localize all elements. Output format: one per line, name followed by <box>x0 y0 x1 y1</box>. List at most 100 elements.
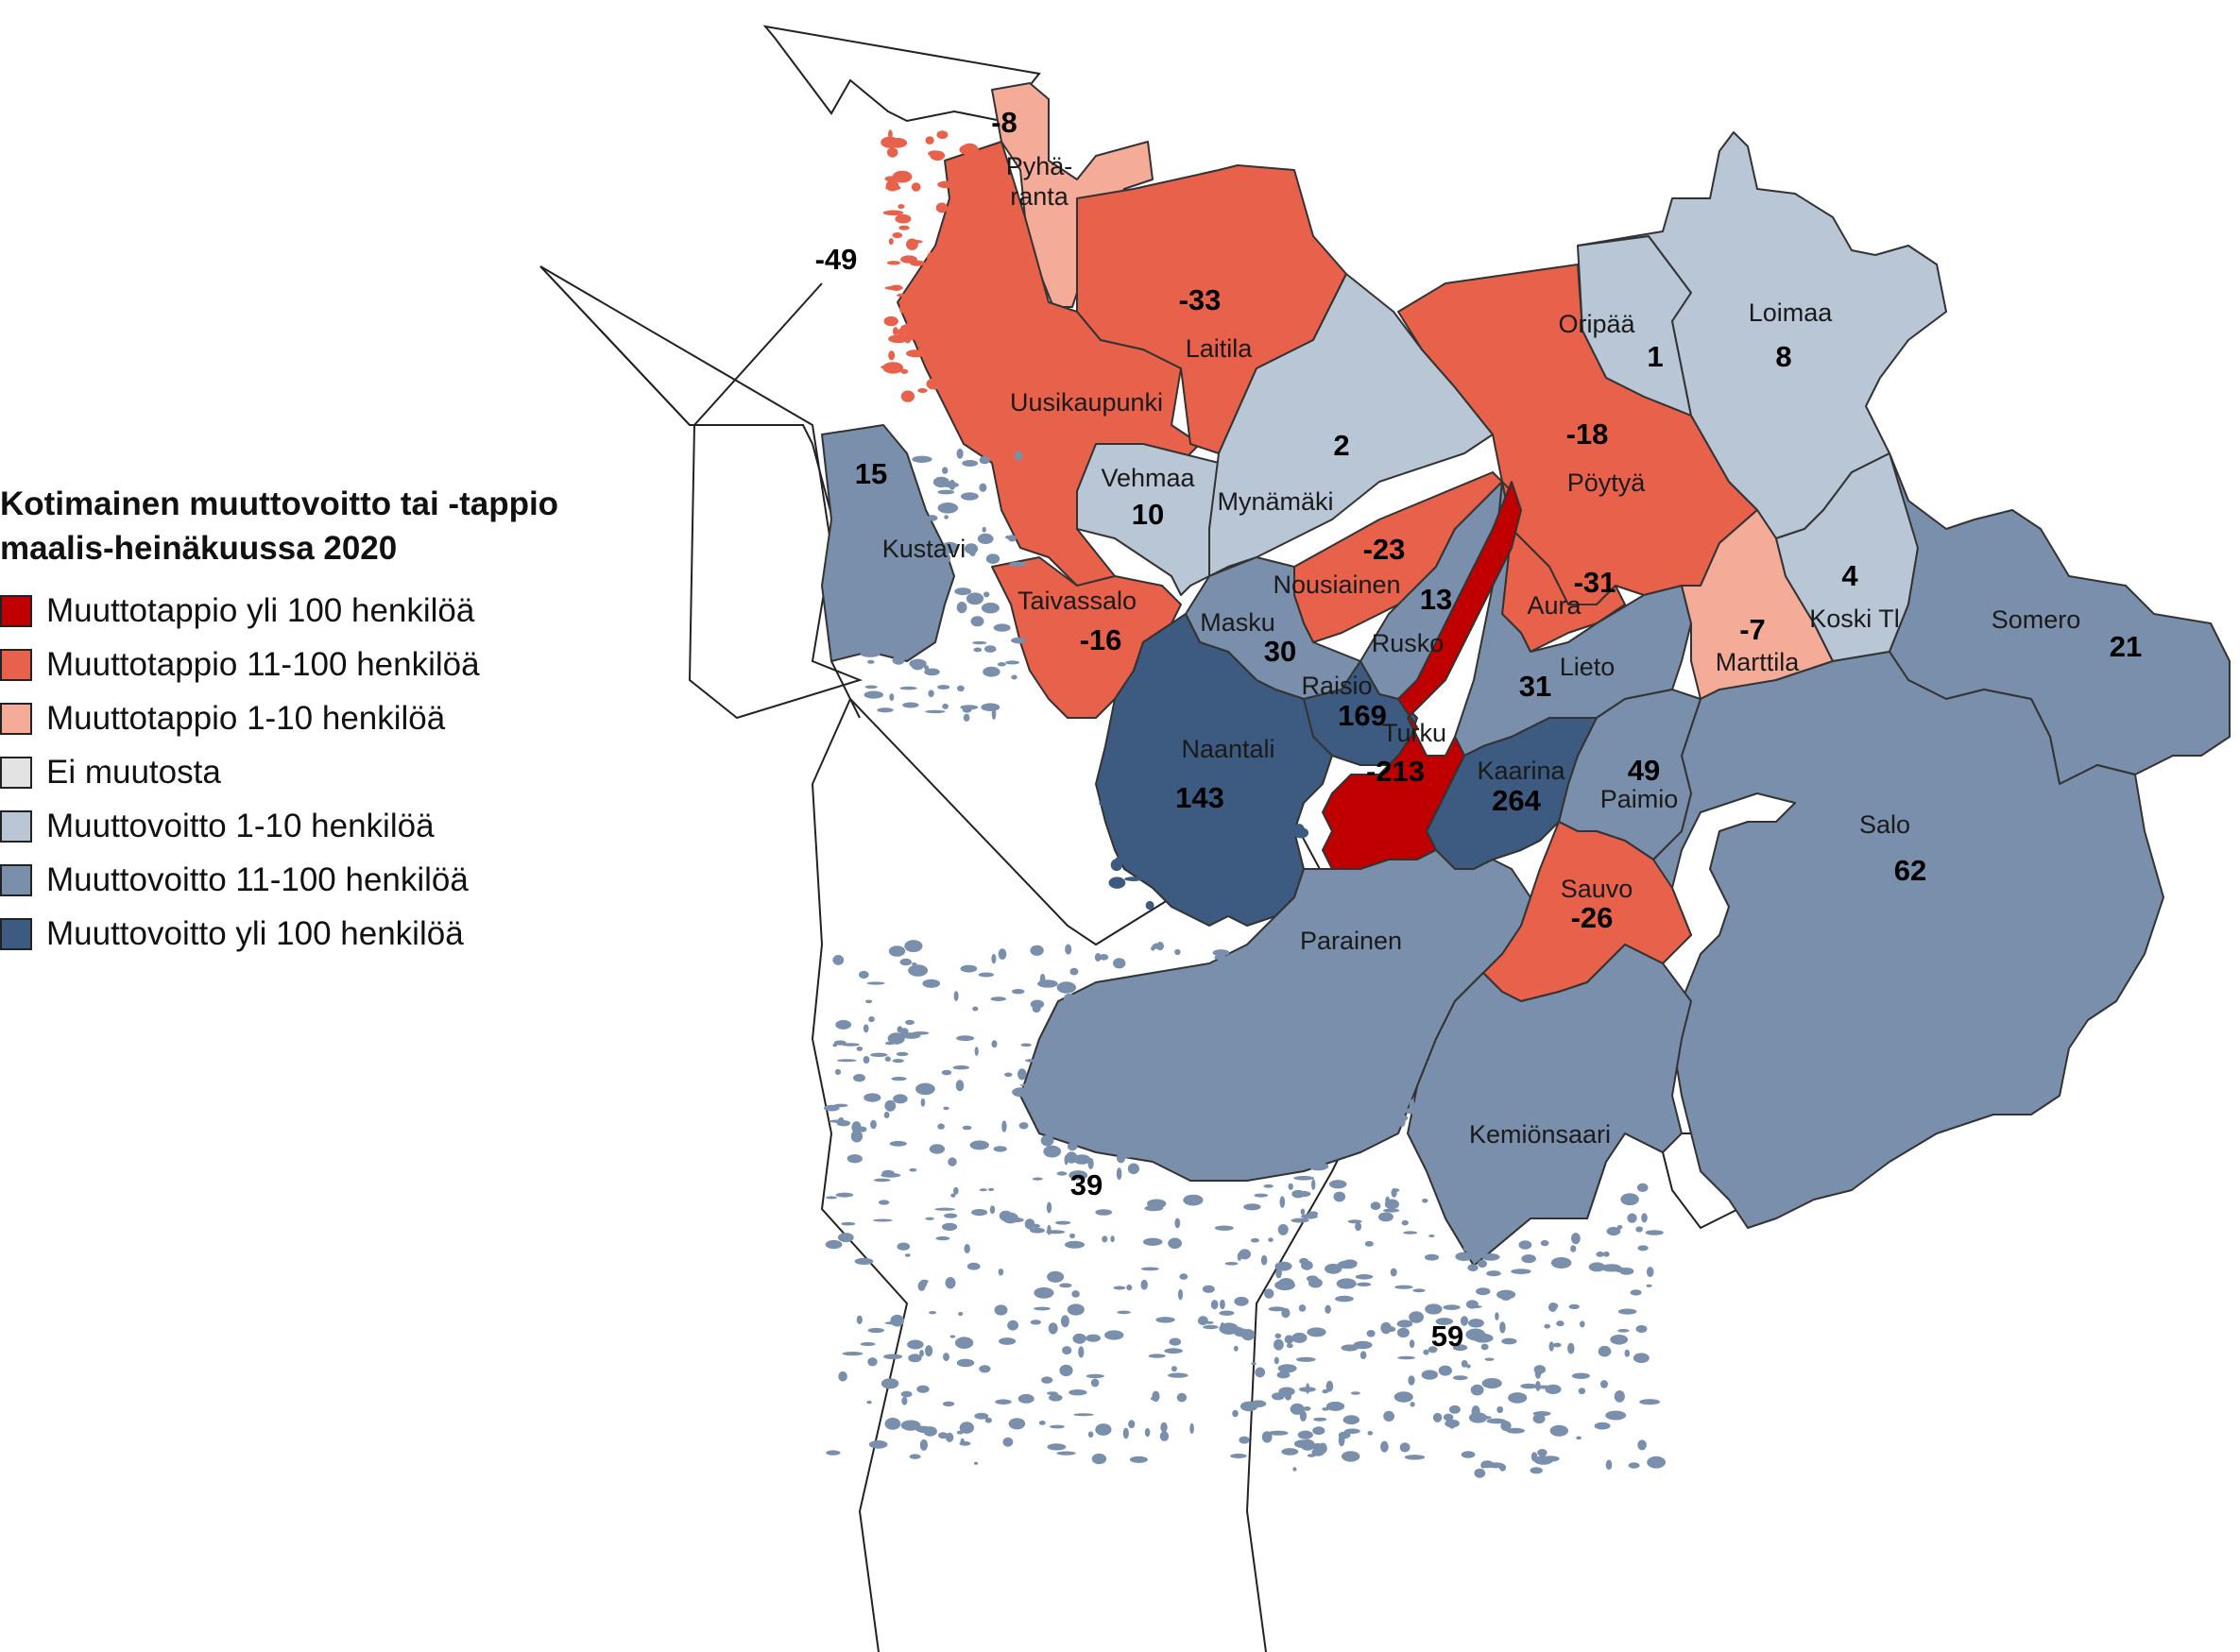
legend-label: Ei muutosta <box>46 753 221 791</box>
island <box>970 226 978 237</box>
island <box>1202 1285 1215 1293</box>
island <box>1312 1442 1324 1452</box>
island <box>1472 1203 1489 1213</box>
island <box>1229 1024 1250 1037</box>
island <box>1576 1436 1582 1440</box>
island <box>1267 1042 1288 1052</box>
island <box>1397 1355 1415 1360</box>
island <box>1154 763 1162 773</box>
island <box>1069 1389 1087 1396</box>
municipality-name-label: Salo <box>1859 810 1910 839</box>
island <box>1336 1024 1356 1033</box>
island <box>1391 1187 1397 1198</box>
island <box>959 1440 971 1446</box>
island <box>1406 1072 1416 1077</box>
island <box>858 970 869 979</box>
island <box>1113 958 1126 969</box>
island <box>1408 1375 1415 1386</box>
island <box>1279 1196 1286 1208</box>
island <box>1635 1226 1643 1233</box>
island <box>1260 1254 1268 1266</box>
island <box>1168 1372 1188 1378</box>
island <box>904 1253 911 1257</box>
island <box>937 685 950 690</box>
island <box>1481 1378 1502 1388</box>
island <box>1637 1245 1649 1252</box>
island <box>1034 1306 1051 1311</box>
island <box>909 658 927 669</box>
island <box>1283 874 1291 882</box>
island <box>1617 1329 1630 1333</box>
island <box>898 591 911 603</box>
island <box>1068 1011 1087 1017</box>
island <box>964 305 971 312</box>
island <box>1137 1131 1146 1144</box>
island <box>1398 978 1413 984</box>
island <box>1073 1413 1094 1417</box>
island <box>1046 1201 1052 1214</box>
island <box>943 1353 949 1362</box>
island <box>1041 1376 1053 1384</box>
island <box>1291 1218 1309 1223</box>
island <box>1288 1098 1308 1107</box>
island <box>969 550 976 556</box>
municipality-value-label: 4 <box>1841 559 1858 592</box>
island <box>1325 1401 1345 1411</box>
island <box>1506 1427 1525 1434</box>
island <box>981 603 1000 614</box>
municipality-name-label: Oripää <box>1558 310 1635 338</box>
legend-label: Muuttotappio 1-10 henkilöä <box>46 699 446 737</box>
island <box>860 1342 876 1346</box>
island <box>1150 1396 1158 1401</box>
municipality-name-line: Laitila <box>1186 334 1254 363</box>
island <box>1279 967 1294 974</box>
island <box>1149 751 1159 764</box>
island <box>1138 806 1160 813</box>
island <box>899 686 917 690</box>
island <box>835 1019 852 1030</box>
island <box>1268 1306 1286 1312</box>
island <box>1236 747 1256 758</box>
legend-title: Kotimainen muuttovoitto tai -tappio maal… <box>0 482 680 571</box>
island <box>975 189 989 194</box>
island <box>1062 1346 1072 1355</box>
island <box>1443 1413 1454 1422</box>
island <box>864 631 886 638</box>
island <box>932 590 939 599</box>
legend-item: Muuttovoitto yli 100 henkilöä <box>0 907 680 961</box>
island <box>1251 1362 1257 1366</box>
island <box>1646 1284 1652 1287</box>
island <box>937 502 959 514</box>
island <box>1064 1240 1086 1249</box>
island <box>909 535 929 544</box>
island <box>856 1047 864 1051</box>
island <box>1111 1010 1122 1015</box>
island <box>956 448 964 459</box>
island <box>1463 1244 1468 1252</box>
island <box>1356 1118 1362 1126</box>
island <box>1478 1259 1487 1269</box>
island <box>1307 950 1318 962</box>
island <box>1095 1209 1113 1216</box>
island <box>909 1167 917 1172</box>
municipality-value-label: 264 <box>1492 784 1541 817</box>
island <box>1258 882 1275 894</box>
island <box>1511 1269 1531 1274</box>
island <box>863 1024 869 1033</box>
island <box>1009 561 1027 567</box>
island <box>1636 1183 1649 1193</box>
island <box>1308 1162 1329 1171</box>
municipality-labels: Pyhä-ranta -8 Uusikaupunki -49 Laitila -33 Veh… <box>815 106 2143 1353</box>
island <box>1314 1041 1334 1046</box>
island <box>1635 1325 1648 1333</box>
island <box>832 955 845 965</box>
island <box>951 327 969 334</box>
island <box>1097 1116 1114 1129</box>
island <box>1496 1289 1516 1300</box>
island <box>1532 1413 1546 1424</box>
municipality-name-label: Pöytyä <box>1567 468 1647 497</box>
island <box>1140 1279 1148 1290</box>
island <box>1268 763 1285 775</box>
island <box>1277 1223 1289 1235</box>
legend-swatch <box>0 648 32 681</box>
